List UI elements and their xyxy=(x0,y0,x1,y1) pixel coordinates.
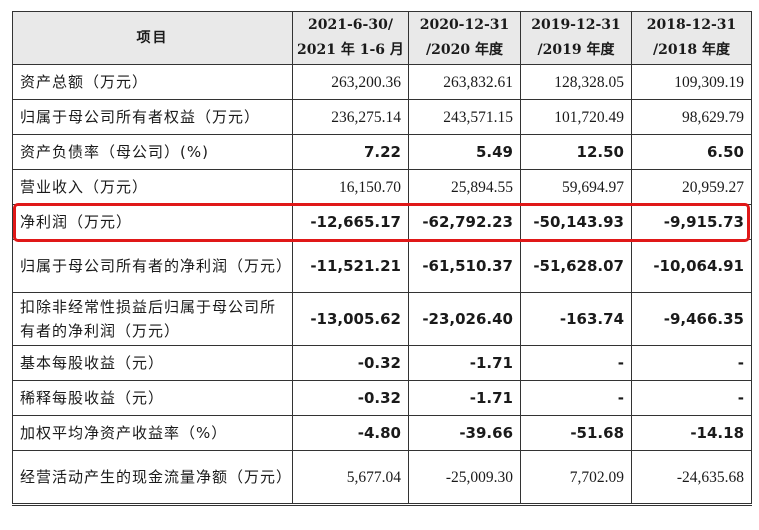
row-value: -0.32 xyxy=(292,345,409,381)
row-value: -1.71 xyxy=(408,380,521,416)
row-value: - xyxy=(520,380,632,416)
row-label: 扣除非经常性损益后归属于母公司所有者的净利润（万元） xyxy=(12,292,293,346)
row-label: 加权平均净资产收益率（%） xyxy=(12,415,293,451)
row-value: -51,628.07 xyxy=(520,239,632,293)
table-row: 基本每股收益（元） -0.32 -1.71- - xyxy=(12,345,752,381)
row-value: 5.49 xyxy=(408,134,521,170)
row-value: 20,959.27 xyxy=(631,169,752,205)
row-value: -4.80 xyxy=(292,415,409,451)
row-value: -1.71 xyxy=(408,345,521,381)
row-value: 98,629.79 xyxy=(631,99,752,135)
header-item: 项目 xyxy=(12,11,293,65)
row-value: 109,309.19 xyxy=(631,64,752,100)
row-label: 基本每股收益（元） xyxy=(12,345,293,381)
row-value: 7.22 xyxy=(292,134,409,170)
row-value: 7,702.09 xyxy=(520,450,632,506)
row-value: 263,200.36 xyxy=(292,64,409,100)
row-value: -51.68 xyxy=(520,415,632,451)
row-label: 资产总额（万元） xyxy=(12,64,293,100)
table-header-row: 项目 2021-6-30/2021 年 1-6 月 2020-12-31/202… xyxy=(12,11,752,65)
row-value: - xyxy=(520,345,632,381)
table-body: 资产总额（万元） 263,200.36 263,832.61 128,328.05 10… xyxy=(12,64,752,506)
row-value: -14.18 xyxy=(631,415,752,451)
row-value: -12,665.17 xyxy=(292,204,409,240)
row-label: 净利润（万元） xyxy=(12,204,293,240)
row-value: - xyxy=(631,345,752,381)
row-value: 12.50 xyxy=(520,134,632,170)
row-label: 资产负债率（母公司）(%) xyxy=(12,134,293,170)
row-value: - xyxy=(631,380,752,416)
row-value: 25,894.55 xyxy=(408,169,521,205)
header-period-2021h1: 2021-6-30/2021 年 1-6 月 xyxy=(292,11,409,65)
row-value: 16,150.70 xyxy=(292,169,409,205)
table-row: 加权平均净资产收益率（%） -4.80 -39.66 -51.68 -14.18 xyxy=(12,415,752,451)
table-row: 归属于母公司所有者的净利润（万元） -11,521.21 -61,510.37 -51… xyxy=(12,239,752,293)
row-value: -10,064.91 xyxy=(631,239,752,293)
row-value: -23,026.40 xyxy=(408,292,521,346)
table-row: 资产负债率（母公司）(%) 7.22 5.49 12.50 6.50 xyxy=(12,134,752,170)
row-value: -62,792.23 xyxy=(408,204,521,240)
row-value: 243,571.15 xyxy=(408,99,521,135)
row-value: -163.74 xyxy=(520,292,632,346)
table-row: 经营活动产生的现金流量净额（万元） 5,677.04 -25,009.30 7,702… xyxy=(12,450,752,506)
row-value: -25,009.30 xyxy=(408,450,521,506)
row-value: -50,143.93 xyxy=(520,204,632,240)
row-label: 归属于母公司所有者的净利润（万元） xyxy=(12,239,293,293)
row-value: 5,677.04 xyxy=(292,450,409,506)
row-label: 归属于母公司所有者权益（万元） xyxy=(12,99,293,135)
row-value: -39.66 xyxy=(408,415,521,451)
table-row: 稀释每股收益（元） -0.32 -1.71- - xyxy=(12,380,752,416)
row-label: 营业收入（万元） xyxy=(12,169,293,205)
row-value: -9,466.35 xyxy=(631,292,752,346)
header-period-2020: 2020-12-31/2020 年度 xyxy=(408,11,521,65)
row-value: -9,915.73 xyxy=(631,204,752,240)
row-value: 128,328.05 xyxy=(520,64,632,100)
table-row: 营业收入（万元） 16,150.70 25,894.55 59,694.97 20,95… xyxy=(12,169,752,205)
row-value: 101,720.49 xyxy=(520,99,632,135)
row-value: 236,275.14 xyxy=(292,99,409,135)
row-label: 稀释每股收益（元） xyxy=(12,380,293,416)
header-period-2019: 2019-12-31/2019 年度 xyxy=(520,11,632,65)
row-value: -24,635.68 xyxy=(631,450,752,506)
row-value: -11,521.21 xyxy=(292,239,409,293)
row-label: 经营活动产生的现金流量净额（万元） xyxy=(12,450,293,506)
row-value: -13,005.62 xyxy=(292,292,409,346)
row-value: 59,694.97 xyxy=(520,169,632,205)
table-row: 净利润（万元） -12,665.17 -62,792.23 -50,143.93 -9,… xyxy=(12,204,752,240)
row-value: -61,510.37 xyxy=(408,239,521,293)
table-row: 资产总额（万元） 263,200.36 263,832.61 128,328.05 10… xyxy=(12,64,752,100)
row-value: -0.32 xyxy=(292,380,409,416)
financial-data-table: 项目 2021-6-30/2021 年 1-6 月 2020-12-31/202… xyxy=(12,11,752,506)
header-period-2018: 2018-12-31/2018 年度 xyxy=(631,11,752,65)
row-value: 263,832.61 xyxy=(408,64,521,100)
row-value: 6.50 xyxy=(631,134,752,170)
table-row: 归属于母公司所有者权益（万元） 236,275.14 243,571.15 101,7… xyxy=(12,99,752,135)
table-row: 扣除非经常性损益后归属于母公司所有者的净利润（万元） -13,005.62 -23,… xyxy=(12,292,752,346)
